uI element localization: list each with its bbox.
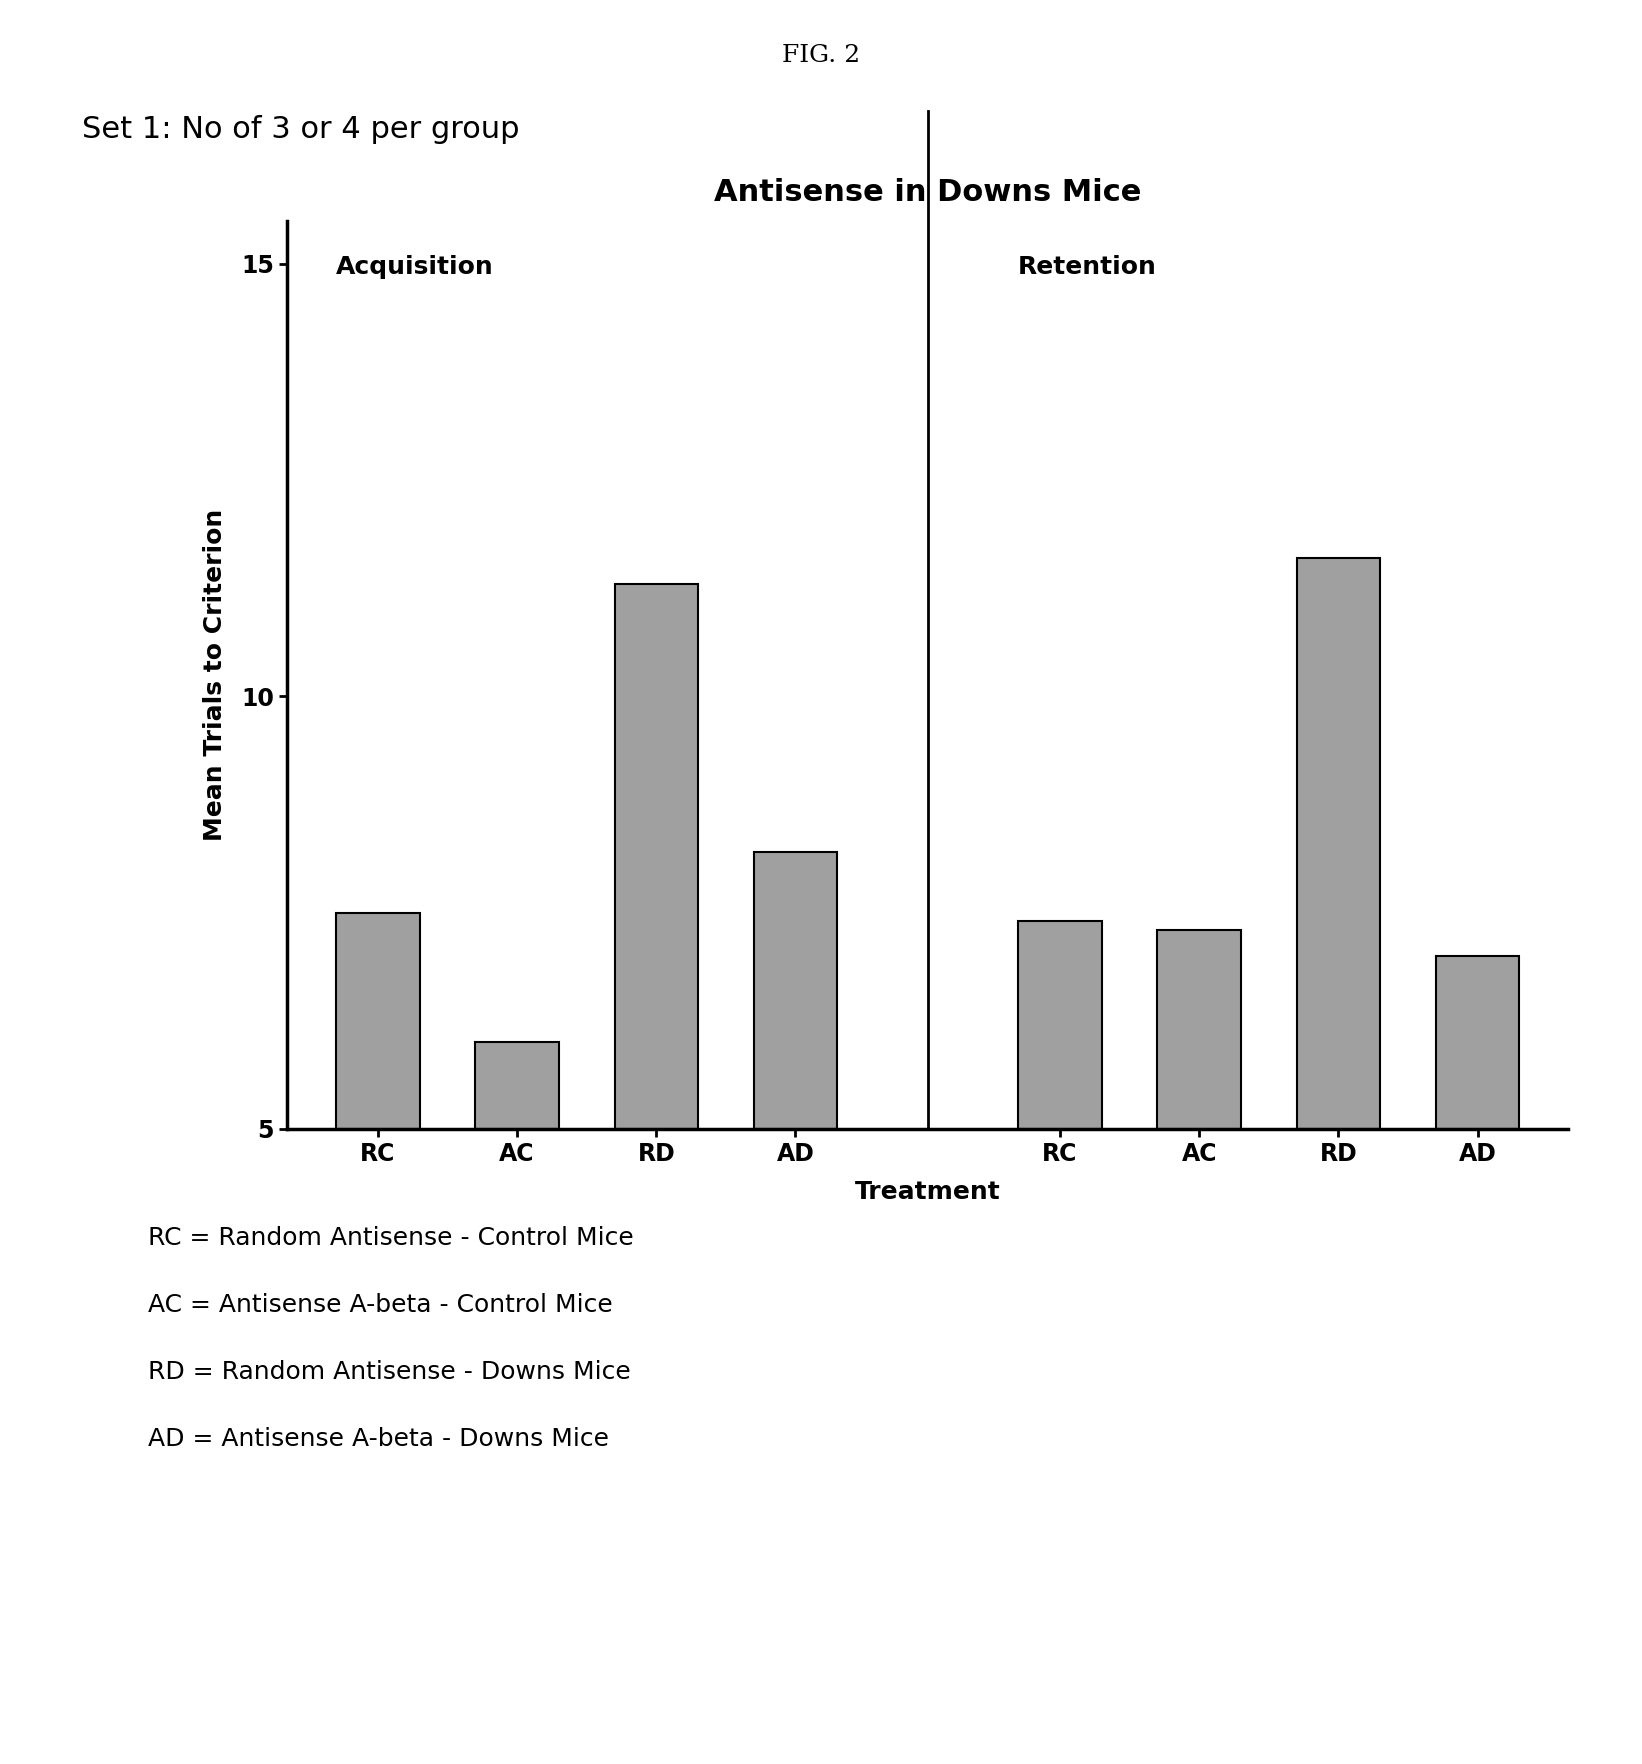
Bar	[1297, 557, 1381, 1129]
Text: RD = Random Antisense - Downs Mice: RD = Random Antisense - Downs Mice	[148, 1360, 631, 1385]
Bar	[337, 912, 420, 1129]
Text: RC = Random Antisense - Control Mice: RC = Random Antisense - Control Mice	[148, 1226, 634, 1251]
Bar	[1018, 921, 1102, 1129]
Y-axis label: Mean Trials to Criterion: Mean Trials to Criterion	[204, 508, 227, 841]
Text: AC = Antisense A-beta - Control Mice: AC = Antisense A-beta - Control Mice	[148, 1293, 612, 1318]
Text: Retention: Retention	[1018, 256, 1158, 279]
Title: Antisense in Downs Mice: Antisense in Downs Mice	[714, 178, 1141, 206]
Text: AD = Antisense A-beta - Downs Mice: AD = Antisense A-beta - Downs Mice	[148, 1427, 609, 1452]
Bar	[1435, 956, 1519, 1129]
Text: Acquisition: Acquisition	[337, 256, 494, 279]
Text: Set 1: No of 3 or 4 per group: Set 1: No of 3 or 4 per group	[82, 115, 519, 143]
Text: FIG. 2: FIG. 2	[782, 44, 860, 67]
Bar	[754, 852, 837, 1129]
Bar	[1158, 930, 1241, 1129]
Bar	[475, 1043, 558, 1129]
Bar	[614, 584, 698, 1129]
X-axis label: Treatment: Treatment	[855, 1180, 1000, 1205]
